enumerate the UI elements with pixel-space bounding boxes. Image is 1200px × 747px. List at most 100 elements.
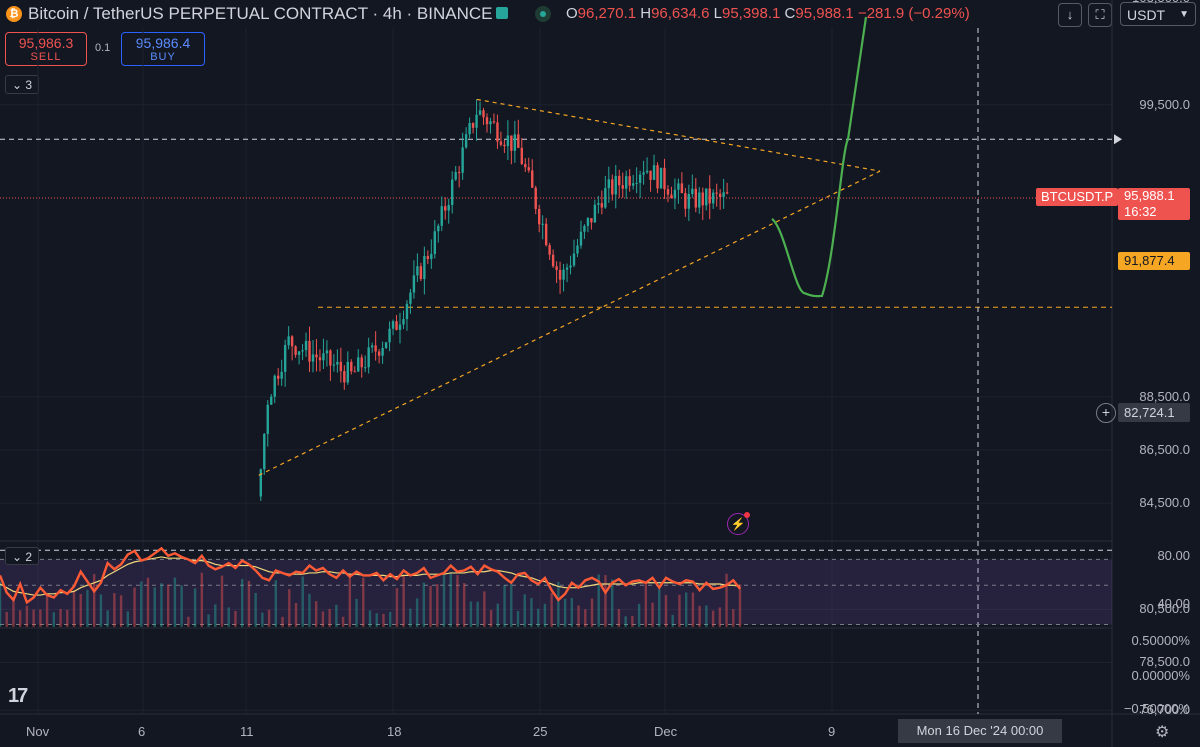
candle-body-162 xyxy=(684,193,687,209)
funding-axis-pos: 0.50000% xyxy=(1131,633,1190,648)
candle-body-165 xyxy=(694,188,697,208)
time-label-nov: Nov xyxy=(26,724,50,739)
volume-bar-23 xyxy=(153,587,156,627)
rsi-axis-40: 40.00 xyxy=(1157,596,1190,611)
candle-body-138 xyxy=(600,203,604,208)
settings-gear-icon[interactable]: ⚙ xyxy=(1155,724,1170,741)
volume-bar-56 xyxy=(375,613,378,627)
candle-body-130 xyxy=(572,253,576,266)
candle-body-112 xyxy=(510,135,513,151)
price-axis-label-8: 76,700.0 xyxy=(1139,702,1190,718)
volume-bar-89 xyxy=(597,574,600,627)
volume-bar-11 xyxy=(72,590,76,627)
candle-body-42 xyxy=(266,404,269,434)
rsi-band-fill xyxy=(0,559,1112,625)
volume-bar-97 xyxy=(651,602,654,627)
candle-body-92 xyxy=(440,206,443,226)
tradingview-logo[interactable]: 17 xyxy=(8,685,28,707)
candle-body-75 xyxy=(381,348,384,356)
flag-icon[interactable] xyxy=(496,7,508,19)
spread-value: 0.1 xyxy=(95,42,111,54)
volume-bar-7 xyxy=(45,595,49,627)
last-price-tag: 95,988.1 16:32 xyxy=(1118,188,1190,220)
download-icon[interactable]: ↓ xyxy=(1058,3,1082,27)
candle-body-166 xyxy=(698,192,701,208)
volume-bar-68 xyxy=(456,575,459,627)
candle-body-125 xyxy=(555,266,558,270)
volume-bar-41 xyxy=(274,580,278,627)
volume-bar-21 xyxy=(140,581,143,627)
alert-bolt-icon[interactable]: ⚡ xyxy=(727,512,750,535)
candle-body-104 xyxy=(482,110,485,118)
candle-body-64 xyxy=(343,371,346,383)
market-status-icon[interactable] xyxy=(535,6,551,22)
funding-axis-neg: −0.50000% xyxy=(1123,701,1190,716)
candle-body-47 xyxy=(283,345,287,372)
candle-body-171 xyxy=(715,192,718,194)
volume-bar-76 xyxy=(510,583,513,627)
symbol-title[interactable]: Bitcoin / TetherUS PERPETUAL CONTRACT · … xyxy=(28,4,493,23)
candle-body-86 xyxy=(419,266,423,280)
ohlc-legend: O96,270.1 H96,634.6 L95,398.1 C95,988.1 … xyxy=(566,5,970,22)
volume-bar-47 xyxy=(314,601,318,627)
candle-body-50 xyxy=(294,346,297,355)
time-label-6: 6 xyxy=(138,724,146,739)
volume-bar-92 xyxy=(617,609,621,627)
volume-bar-91 xyxy=(610,579,614,627)
volume-bar-81 xyxy=(543,603,547,627)
volume-bar-83 xyxy=(557,581,560,627)
volume-bar-15 xyxy=(99,594,103,627)
candle-body-85 xyxy=(416,266,419,276)
candle-body-90 xyxy=(433,231,436,255)
volume-bar-74 xyxy=(496,603,500,627)
volume-bar-80 xyxy=(536,608,540,627)
candle-body-158 xyxy=(670,194,673,199)
candle-countdown: 16:32 xyxy=(1124,204,1157,219)
bitcoin-icon[interactable]: ₿ xyxy=(6,6,22,22)
volume-bar-55 xyxy=(368,610,372,627)
candle-body-126 xyxy=(558,269,562,280)
volume-bar-106 xyxy=(711,610,715,627)
rsi-axis-80: 80.00 xyxy=(1157,548,1190,563)
volume-bar-16 xyxy=(106,610,109,627)
volume-bar-45 xyxy=(301,576,304,627)
candle-body-161 xyxy=(680,183,684,194)
volume-bar-61 xyxy=(409,608,412,627)
candle-body-153 xyxy=(652,165,656,180)
volume-bar-66 xyxy=(442,575,446,627)
candle-body-46 xyxy=(280,371,283,379)
candle-body-99 xyxy=(464,134,468,148)
volume-bar-36 xyxy=(240,578,244,627)
volume-bar-105 xyxy=(705,605,708,627)
volume-bar-32 xyxy=(214,604,217,627)
volume-bar-95 xyxy=(637,603,641,627)
candle-body-53 xyxy=(304,340,308,351)
candle-body-94 xyxy=(447,204,450,211)
volume-bar-19 xyxy=(126,611,130,627)
volume-bar-70 xyxy=(469,601,473,627)
currency-select[interactable]: USDT ▼ xyxy=(1120,2,1196,26)
volume-bar-98 xyxy=(658,589,661,627)
add-level-icon[interactable]: + xyxy=(1096,403,1116,423)
buy-label: BUY xyxy=(150,51,176,63)
price-axis-label-2: 99,500.0 xyxy=(1139,96,1190,112)
volume-bar-88 xyxy=(590,598,594,627)
candle-body-87 xyxy=(423,256,426,280)
buy-price: 95,986.4 xyxy=(135,35,191,51)
volume-bar-40 xyxy=(267,609,271,627)
level-price-tag: 91,877.4 xyxy=(1118,252,1190,270)
volume-bar-59 xyxy=(395,588,399,627)
crosshair-time-tag: Mon 16 Dec '24 00:00 xyxy=(898,719,1062,743)
time-label-18: 18 xyxy=(387,724,402,739)
buy-button[interactable]: 95,986.4 BUY xyxy=(121,32,205,66)
candle-body-144 xyxy=(621,185,624,189)
volume-bar-5 xyxy=(32,609,35,627)
rsi-collapse-button[interactable]: ⌄ 2 xyxy=(5,547,39,565)
volume-bar-35 xyxy=(234,610,237,627)
candle-body-91 xyxy=(437,225,440,232)
volume-bar-54 xyxy=(362,577,365,627)
candle-body-41 xyxy=(263,433,266,470)
volume-bar-25 xyxy=(166,584,170,627)
candle-body-163 xyxy=(687,193,691,209)
